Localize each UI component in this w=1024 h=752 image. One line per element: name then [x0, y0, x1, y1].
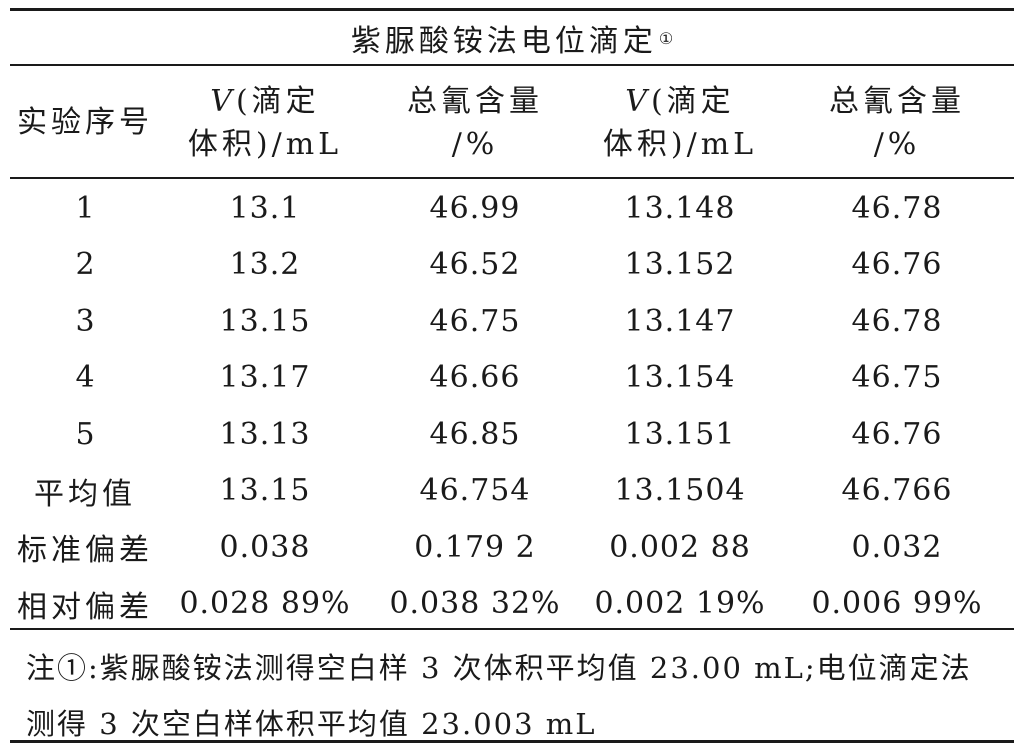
- header-volume-1: V(滴定 体积)/mL: [187, 84, 343, 162]
- table-cell-total-cyanide-2: 46.78: [851, 303, 943, 339]
- table-cell-volume-1: 0.028 89%: [179, 586, 351, 622]
- table-cell-experiment-no: 2: [75, 247, 95, 283]
- table-cell-experiment-no: 4: [75, 360, 95, 396]
- top-rule: [10, 8, 1014, 11]
- table-cell-volume-1: 13.17: [219, 360, 311, 396]
- header-experiment-no: 实验序号: [17, 104, 153, 140]
- body-bottom-rule: [10, 628, 1014, 630]
- table-cell-experiment-no: 3: [75, 303, 95, 339]
- table-cell-volume-1: 13.15: [219, 303, 311, 339]
- caption-footnote-mark: ①: [658, 28, 674, 48]
- table-cell-experiment-no: 标准偏差: [17, 533, 153, 569]
- table-cell-total-cyanide-1: 46.75: [429, 303, 521, 339]
- table-cell-volume-1: 13.2: [229, 247, 301, 283]
- table-cell-volume-2: 13.151: [624, 416, 736, 452]
- caption-text: 紫脲酸铵法电位滴定: [350, 24, 657, 59]
- table-cell-volume-2: 0.002 19%: [594, 586, 766, 622]
- table-cell-total-cyanide-1: 0.038 32%: [389, 586, 561, 622]
- variable-v: V: [210, 84, 236, 119]
- variable-v: V: [625, 84, 651, 119]
- table-cell-volume-2: 13.152: [624, 247, 736, 283]
- table-cell-volume-2: 13.1504: [614, 473, 746, 509]
- table-cell-total-cyanide-1: 46.52: [429, 247, 521, 283]
- table-cell-total-cyanide-2: 46.76: [851, 416, 943, 452]
- table-caption: 紫脲酸铵法电位滴定 ①: [10, 12, 1014, 64]
- bottom-rule: [10, 740, 1014, 743]
- table-cell-total-cyanide-2: 46.75: [851, 360, 943, 396]
- table-cell-total-cyanide-1: 46.754: [419, 473, 531, 509]
- table-cell-total-cyanide-2: 46.766: [841, 473, 953, 509]
- table-cell-total-cyanide-1: 46.66: [429, 360, 521, 396]
- table-cell-volume-1: 0.038: [219, 529, 311, 565]
- table-cell-total-cyanide-2: 0.032: [851, 529, 943, 565]
- header-volume-2: V(滴定 体积)/mL: [602, 84, 758, 162]
- table-cell-total-cyanide-2: 46.78: [851, 190, 943, 226]
- table-cell-experiment-no: 5: [75, 416, 95, 452]
- caption-rule: [10, 64, 1014, 66]
- table-note: 注①:紫脲酸铵法测得空白样 3 次体积平均值 23.00 mL;电位滴定法测得 …: [26, 651, 972, 741]
- header-total-cyanide-2: 总氰含量 /%: [829, 84, 965, 162]
- table-cell-total-cyanide-1: 0.179 2: [414, 529, 536, 565]
- table-cell-experiment-no: 相对偏差: [17, 589, 153, 625]
- table-cell-volume-1: 13.1: [229, 190, 301, 226]
- table-cell-total-cyanide-1: 46.85: [429, 416, 521, 452]
- table-cell-total-cyanide-1: 46.99: [429, 190, 521, 226]
- table-cell-volume-2: 13.154: [624, 360, 736, 396]
- table-cell-volume-1: 13.13: [219, 416, 311, 452]
- table-cell-volume-1: 13.15: [219, 473, 311, 509]
- table-cell-volume-2: 0.002 88: [609, 529, 751, 565]
- header-rule: [10, 177, 1014, 179]
- table-cell-volume-2: 13.147: [624, 303, 736, 339]
- table-cell-volume-2: 13.148: [624, 190, 736, 226]
- header-total-cyanide-1: 总氰含量 /%: [407, 84, 543, 162]
- table-cell-experiment-no: 1: [75, 190, 95, 226]
- table-cell-total-cyanide-2: 46.76: [851, 247, 943, 283]
- table-cell-experiment-no: 平均值: [34, 476, 136, 512]
- table-cell-total-cyanide-2: 0.006 99%: [811, 586, 983, 622]
